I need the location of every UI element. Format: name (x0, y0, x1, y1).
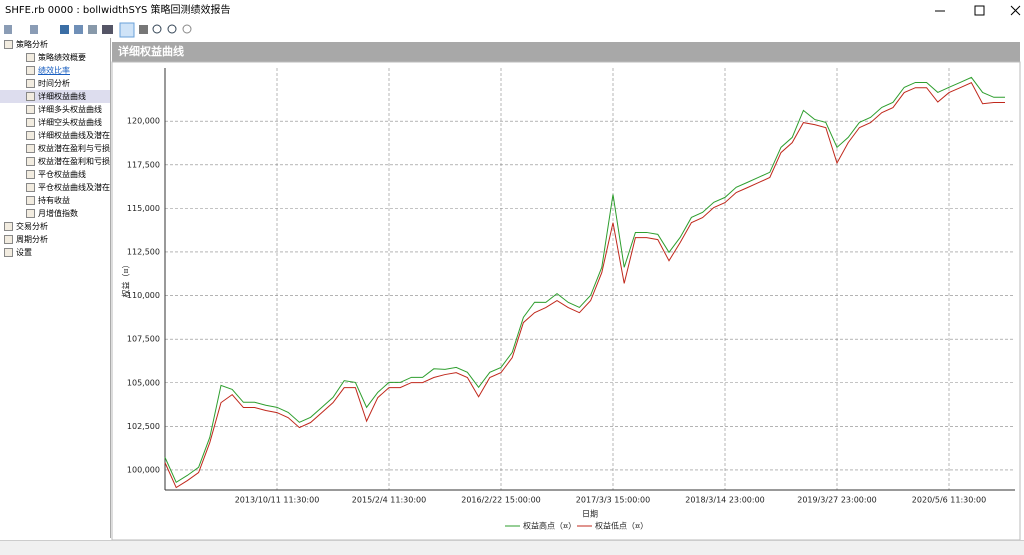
tree-item[interactable]: 月增值指数 (0, 207, 110, 220)
node-label[interactable]: 平仓权益曲线及潜在 (38, 183, 110, 192)
x-tick-label: 2019/3/27 23:00:00 (797, 496, 877, 505)
y-axis-label: 权益（¤） (121, 260, 131, 297)
y-tick-label: 100,000 (127, 465, 160, 474)
node-label[interactable]: 月增值指数 (38, 209, 78, 218)
window-controls (935, 5, 1021, 16)
node-icon (26, 183, 35, 192)
node-icon (4, 248, 13, 257)
nav-tree: 策略分析策略绩效概要 绩效比率时间分析详细权益曲线详细多头权益曲线 详细空头权益曲线… (0, 38, 111, 538)
series-line (164, 76, 1005, 484)
node-label[interactable]: 绩效比率 (38, 66, 70, 75)
title-bar: SHFE.rb 0000 : bollwidthSYS 策略回测绩效报告 (0, 0, 1024, 22)
node-label[interactable]: 周期分析 (16, 235, 48, 244)
maximize-button[interactable] (974, 5, 985, 16)
node-icon (26, 53, 35, 62)
zoom-out-tool[interactable] (167, 24, 177, 34)
node-label[interactable]: 策略绩效概要 (38, 53, 86, 62)
node-icon (26, 118, 35, 127)
node-label[interactable]: 详细空头权益曲线 (38, 118, 102, 127)
forward-button[interactable] (30, 25, 38, 34)
pan-tool[interactable] (139, 25, 148, 34)
node-label[interactable]: 持有收益 (38, 196, 70, 205)
view-button[interactable] (102, 25, 113, 34)
close-button[interactable] (1010, 5, 1021, 16)
node-icon (26, 92, 35, 101)
x-tick-label: 2015/2/4 11:30:00 (352, 496, 426, 505)
tree-item[interactable]: 详细权益曲线及潜在 (0, 129, 110, 142)
node-label[interactable]: 详细权益曲线及潜在 (38, 131, 110, 140)
reset-tool[interactable] (182, 24, 192, 34)
node-label[interactable]: 权益潜在盈利与亏损 (38, 144, 110, 153)
tree-item[interactable]: 绩效比率 (0, 64, 110, 77)
node-label[interactable]: 时间分析 (38, 79, 70, 88)
y-tick-label: 117,500 (127, 160, 160, 169)
node-icon (26, 170, 35, 179)
tree-group[interactable]: 策略分析 (0, 38, 110, 51)
node-label[interactable]: 设置 (16, 248, 32, 257)
y-tick-label: 120,000 (127, 117, 160, 126)
tree-item[interactable]: 详细权益曲线 (0, 90, 110, 103)
tree-group[interactable]: 设置 (0, 246, 110, 259)
y-tick-label: 115,000 (127, 204, 160, 213)
panel-header: 详细权益曲线 (112, 42, 1020, 62)
tree-item[interactable]: 持有收益 (0, 194, 110, 207)
tree-item[interactable]: 详细多头权益曲线 (0, 103, 110, 116)
tree-item[interactable]: 权益潜在盈利和亏损 (0, 155, 110, 168)
node-icon (4, 222, 13, 231)
series-line (164, 81, 1005, 489)
node-icon (26, 105, 35, 114)
legend-label: 权益高点（¤） (523, 521, 576, 531)
y-tick-label: 107,500 (127, 335, 160, 344)
x-tick-label: 2016/2/22 15:00:00 (461, 496, 541, 505)
x-tick-label: 2018/3/14 23:00:00 (685, 496, 765, 505)
print-button[interactable] (88, 25, 97, 34)
node-label[interactable]: 详细权益曲线 (38, 92, 86, 101)
x-tick-label: 2020/5/6 11:30:00 (912, 496, 986, 505)
node-icon (26, 66, 35, 75)
select-tool[interactable] (119, 22, 135, 38)
chart: 100,000 102,500 105,000 107,500 110,000 112,5… (111, 61, 1021, 540)
status-bar (0, 540, 1024, 555)
y-tick-label: 105,000 (127, 378, 160, 387)
node-icon (26, 79, 35, 88)
tree-item[interactable]: 平仓权益曲线及潜在 (0, 181, 110, 194)
x-tick-label: 2013/10/11 11:30:00 (235, 496, 320, 505)
tree-item[interactable]: 时间分析 (0, 77, 110, 90)
node-icon (26, 196, 35, 205)
tree-item[interactable]: 详细空头权益曲线 (0, 116, 110, 129)
node-icon (26, 157, 35, 166)
tree-item[interactable]: 权益潜在盈利与亏损 (0, 142, 110, 155)
node-icon (26, 131, 35, 140)
node-icon (4, 235, 13, 244)
tree-group[interactable]: 交易分析 (0, 220, 110, 233)
tree-item[interactable]: 策略绩效概要 (0, 51, 110, 64)
tree-item[interactable]: 平仓权益曲线 (0, 168, 110, 181)
legend-label: 权益低点（¤） (595, 521, 648, 531)
back-button[interactable] (4, 25, 12, 34)
node-icon (26, 144, 35, 153)
node-icon (26, 209, 35, 218)
y-tick-label: 102,500 (127, 422, 160, 431)
node-label[interactable]: 策略分析 (16, 40, 48, 49)
node-icon (4, 40, 13, 49)
zoom-in-tool[interactable] (152, 24, 162, 34)
export-button[interactable] (74, 25, 83, 34)
x-axis-label: 日期 (582, 510, 598, 519)
toolbar (4, 22, 192, 38)
tree-group[interactable]: 周期分析 (0, 233, 110, 246)
save-button[interactable] (60, 25, 69, 34)
node-label[interactable]: 交易分析 (16, 222, 48, 231)
y-tick-label: 110,000 (127, 291, 160, 300)
window-title: SHFE.rb 0000 : bollwidthSYS 策略回测绩效报告 (5, 5, 231, 16)
y-tick-label: 112,500 (127, 247, 160, 256)
node-label[interactable]: 详细多头权益曲线 (38, 105, 102, 114)
node-label[interactable]: 平仓权益曲线 (38, 170, 86, 179)
node-label[interactable]: 权益潜在盈利和亏损 (38, 157, 110, 166)
x-tick-label: 2017/3/3 15:00:00 (576, 496, 650, 505)
